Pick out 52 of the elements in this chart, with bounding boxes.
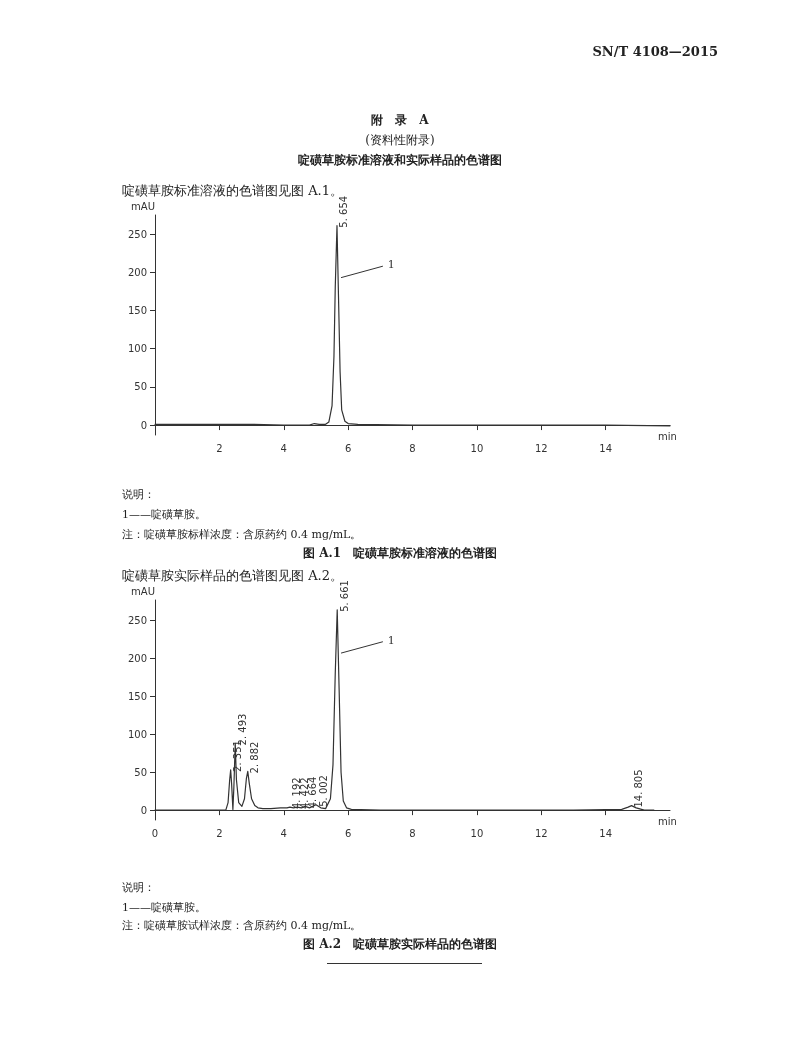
- text: 啶磺草胺标准溶液和实际样品的色谱图: [297, 152, 503, 169]
- x-axis-title: min: [658, 815, 677, 827]
- x-tick-label: 14: [599, 827, 612, 839]
- annotation: 14. 805: [633, 769, 645, 808]
- text: 附 录 A: [370, 112, 430, 129]
- y-axis-title: mAU: [131, 200, 155, 212]
- y-tick-label: 50: [134, 381, 147, 393]
- y-tick-label: 100: [127, 343, 147, 355]
- y-tick-label: 100: [127, 728, 147, 740]
- x-tick-label: 4: [280, 442, 287, 454]
- annotation: 1: [387, 258, 395, 272]
- x-axis-title: min: [658, 430, 677, 442]
- y-tick-label: 150: [127, 690, 147, 702]
- y-tick-label: 250: [127, 228, 147, 240]
- annotation: 1: [387, 633, 395, 647]
- y-tick-label: 200: [127, 266, 147, 278]
- text: 1——啶磺草胺。: [122, 900, 206, 915]
- y-tick-label: 0: [140, 804, 147, 816]
- annotation: 5. 661: [338, 580, 350, 612]
- annotation: 2. 882: [249, 741, 261, 774]
- text: 啶磺草胺标准溶液的色谱图见图 A.1。: [122, 182, 343, 198]
- x-tick-label: 8: [409, 442, 416, 454]
- x-tick-label: 8: [409, 827, 416, 839]
- text: 图 A.2 啶磺草胺实际样品的色谱图: [302, 936, 498, 953]
- x-tick-label: 6: [344, 827, 352, 839]
- y-tick-label: 200: [127, 652, 147, 664]
- text: 注：啶磺草胺标样浓度：含原药约 0.4 mg/mL。: [122, 527, 362, 542]
- annotation: 5. 002: [317, 775, 329, 807]
- text: 啶磺草胺实际样品的色谱图见图 A.2。: [122, 567, 343, 583]
- text: (资料性附录): [364, 132, 436, 149]
- x-tick-label: 10: [470, 442, 484, 454]
- x-tick-label: 14: [599, 442, 612, 454]
- y-tick-label: 50: [134, 766, 147, 778]
- x-tick-label: 4: [280, 827, 287, 839]
- text: 注：啶磺草胺试样浓度：含原药约 0.4 mg/mL。: [122, 918, 362, 933]
- text: SN/T 4108—2015: [592, 44, 718, 59]
- text: 说明：: [122, 487, 155, 502]
- annotation: 5. 654: [338, 195, 350, 228]
- x-tick-label: 12: [534, 827, 548, 839]
- x-tick-label: 12: [534, 442, 548, 454]
- y-axis-title: mAU: [131, 585, 155, 597]
- x-tick-label: 2: [216, 827, 223, 839]
- text: 1——啶磺草胺。: [122, 507, 206, 522]
- y-tick-label: 150: [127, 304, 147, 316]
- text: 说明：: [122, 880, 155, 895]
- x-tick-label: 10: [470, 827, 484, 839]
- y-tick-label: 0: [140, 419, 147, 431]
- text: 图 A.1 啶磺草胺标准溶液的色谱图: [302, 545, 498, 562]
- x-tick-label: 0: [151, 827, 159, 839]
- x-tick-label: 6: [344, 442, 352, 454]
- y-tick-label: 250: [127, 614, 147, 626]
- x-tick-label: 2: [216, 442, 223, 454]
